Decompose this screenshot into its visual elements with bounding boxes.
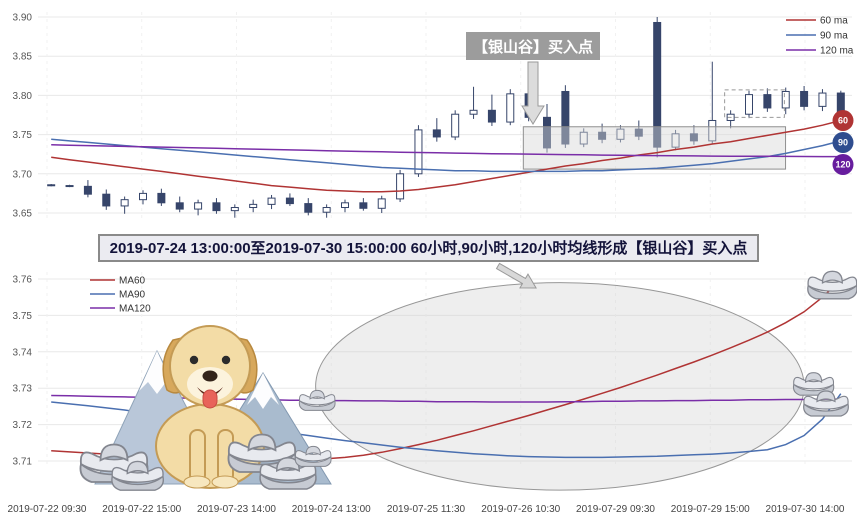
candle-body bbox=[286, 198, 293, 203]
candle-body bbox=[84, 186, 91, 194]
x-axis-tick-label: 2019-07-29 09:30 bbox=[576, 504, 655, 515]
x-axis-tick-label: 2019-07-22 09:30 bbox=[8, 504, 87, 515]
candle-body bbox=[378, 199, 385, 208]
y-axis-tick-label: 3.73 bbox=[13, 384, 33, 395]
silver-ingot-icon bbox=[808, 271, 857, 299]
dog-paw bbox=[212, 476, 238, 488]
dog-eye bbox=[222, 356, 230, 364]
legend-label: 90 ma bbox=[820, 31, 848, 42]
y-axis-tick-label: 3.70 bbox=[13, 169, 33, 180]
x-axis-tick-label: 2019-07-30 14:00 bbox=[766, 504, 845, 515]
x-axis-tick-label: 2019-07-29 15:00 bbox=[671, 504, 750, 515]
dog-nose bbox=[203, 371, 218, 382]
silver-valley-analysis-page: 【银山谷】买入点 60 ma90 ma120 ma 6090120 3.903.… bbox=[0, 0, 857, 520]
buy-point-callout-text: 【银山谷】买入点 bbox=[473, 38, 593, 56]
ma-end-badges: 60 90 120 bbox=[833, 110, 854, 175]
silver-valley-highlight-box bbox=[523, 127, 785, 169]
candle-body bbox=[342, 203, 349, 208]
candle-body bbox=[323, 208, 330, 213]
dog-leg bbox=[190, 430, 205, 482]
candle-body bbox=[305, 204, 312, 213]
ma-end-badge-label: 60 bbox=[838, 116, 848, 126]
candle-body bbox=[819, 93, 826, 106]
candle-body bbox=[268, 198, 275, 204]
candle-body bbox=[213, 203, 220, 211]
ma-end-badge-label: 90 bbox=[838, 138, 848, 148]
ma-trend-chart: MA60 MA90 MA120 bbox=[0, 262, 857, 502]
candle-body bbox=[470, 110, 477, 114]
y-axis-tick-label: 3.90 bbox=[13, 13, 33, 24]
candle-body bbox=[746, 95, 753, 115]
dog-body bbox=[156, 404, 264, 488]
candle-body bbox=[231, 208, 238, 211]
candle-body bbox=[397, 174, 404, 199]
dashed-pattern-box bbox=[725, 90, 785, 117]
candle-body bbox=[250, 204, 257, 207]
candle-body bbox=[48, 185, 55, 186]
top-y-axis: 3.90 3.85 3.80 3.75 3.70 3.65 bbox=[13, 13, 33, 220]
y-axis-tick-label: 3.75 bbox=[13, 311, 33, 322]
candle-body bbox=[764, 95, 771, 108]
x-axis-tick-label: 2019-07-24 13:00 bbox=[292, 504, 371, 515]
legend-label: 60 ma bbox=[820, 16, 848, 27]
candle-body bbox=[66, 186, 73, 187]
candle-body bbox=[176, 203, 183, 209]
banner-row: 2019-07-24 13:00:00至2019-07-30 15:00:00 … bbox=[0, 232, 857, 262]
x-axis-tick-label: 2019-07-26 10:30 bbox=[481, 504, 560, 515]
candle-body bbox=[452, 114, 459, 137]
y-axis-tick-label: 3.75 bbox=[13, 130, 33, 141]
trend-highlight-ellipse bbox=[316, 283, 804, 490]
candle-body bbox=[158, 193, 165, 202]
candle-body bbox=[488, 110, 495, 122]
candle-body bbox=[782, 91, 789, 107]
ma-end-badge-label: 120 bbox=[835, 160, 850, 170]
y-axis-tick-label: 3.80 bbox=[13, 91, 33, 102]
bottom-y-axis: 3.76 3.75 3.74 3.73 3.72 3.71 bbox=[13, 275, 33, 468]
candles-layer bbox=[48, 17, 845, 218]
candle-body bbox=[801, 91, 808, 106]
y-axis-tick-label: 3.85 bbox=[13, 52, 33, 63]
dog-tongue bbox=[203, 390, 217, 408]
buy-point-callout-layer: 【银山谷】买入点 bbox=[466, 32, 600, 124]
candle-body bbox=[360, 203, 367, 208]
hourly-candlestick-chart: 【银山谷】买入点 60 ma90 ma120 ma 6090120 3.903.… bbox=[0, 0, 857, 232]
legend-label: 120 ma bbox=[820, 46, 854, 57]
candle-body bbox=[507, 94, 514, 122]
legend-label: MA120 bbox=[119, 304, 151, 315]
legend-label: MA90 bbox=[119, 290, 146, 301]
y-axis-tick-label: 3.71 bbox=[13, 457, 33, 468]
x-axis-tick-label: 2019-07-23 14:00 bbox=[197, 504, 276, 515]
candle-body bbox=[103, 194, 110, 206]
y-axis-tick-label: 3.72 bbox=[13, 420, 33, 431]
dog-paw bbox=[184, 476, 210, 488]
candle-body bbox=[195, 203, 202, 209]
y-axis-tick-label: 3.76 bbox=[13, 275, 33, 286]
candle-body bbox=[140, 193, 147, 199]
highlight-ellipse-layer bbox=[316, 283, 804, 490]
candle-body bbox=[121, 200, 128, 206]
legend-label: MA60 bbox=[119, 276, 146, 287]
x-axis-labels: 2019-07-22 09:30 2019-07-22 15:00 2019-07-… bbox=[0, 502, 857, 520]
y-axis-tick-label: 3.74 bbox=[13, 347, 33, 358]
x-axis-tick-label: 2019-07-22 15:00 bbox=[102, 504, 181, 515]
x-axis-tick-label: 2019-07-25 11:30 bbox=[387, 504, 465, 515]
period-summary-banner: 2019-07-24 13:00:00至2019-07-30 15:00:00 … bbox=[98, 234, 760, 262]
bottom-legend: MA60 MA90 MA120 bbox=[90, 276, 151, 315]
dog-eye bbox=[190, 356, 198, 364]
y-axis-tick-label: 3.65 bbox=[13, 209, 33, 220]
top-legend: 60 ma 90 ma 120 ma bbox=[786, 16, 854, 57]
candle-body bbox=[433, 130, 440, 137]
